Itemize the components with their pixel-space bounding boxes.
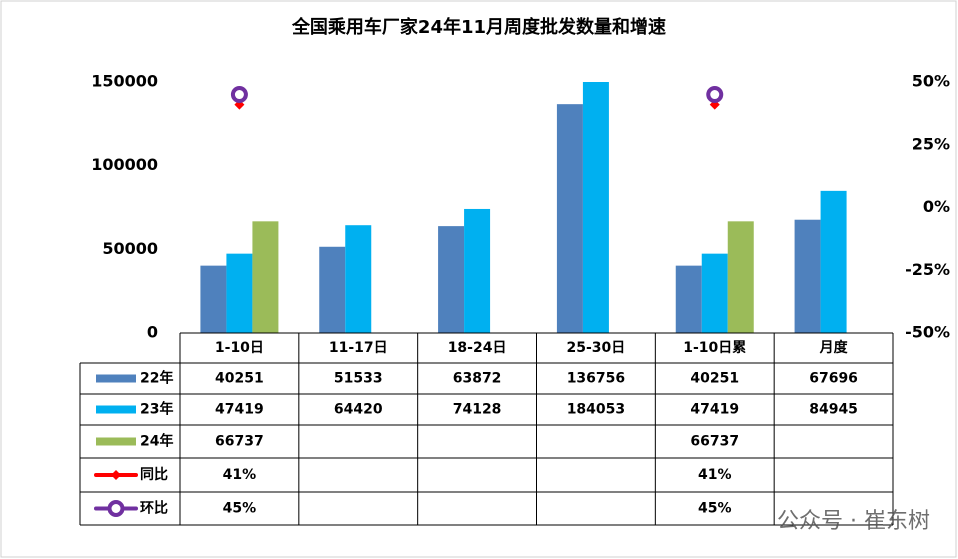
y2-tick-label: 0% [923, 197, 950, 216]
table-cell: 45% [223, 501, 257, 517]
table-cell: 41% [698, 467, 732, 483]
y2-tick-label: 25% [912, 134, 950, 153]
bar [582, 82, 609, 333]
table-cell: 66737 [215, 434, 264, 450]
table-cell: 84945 [809, 402, 858, 418]
ring-marker [230, 86, 248, 104]
ring-marker [107, 500, 125, 517]
table-cell: 67696 [809, 371, 858, 387]
table-cell: 47419 [690, 402, 739, 418]
table-cell: 64420 [334, 402, 383, 418]
bar [200, 265, 227, 333]
bars [200, 82, 847, 333]
y-tick-label: 0 [147, 323, 158, 342]
legend-label: 22年 [140, 370, 173, 387]
watermark: 公众号 · 崔东树 [777, 509, 930, 534]
table-cell: 40251 [690, 371, 739, 387]
bar [345, 225, 372, 333]
table-cell: 63872 [453, 371, 502, 387]
bar [556, 104, 583, 333]
chart-title: 全国乘用车厂家24年11月周度批发数量和增速 [291, 16, 666, 38]
bar [727, 221, 754, 333]
y2-tick-label: -25% [905, 260, 950, 279]
table-cell: 74128 [453, 402, 502, 418]
legend-swatch [96, 374, 136, 383]
table-cell: 41% [223, 467, 257, 483]
table-cell: 51533 [334, 371, 383, 387]
y2-tick-label: -50% [905, 323, 950, 342]
x-tick-label: 18-24日 [448, 340, 507, 356]
legend-label: 环比 [140, 500, 168, 517]
bar [675, 265, 702, 333]
legend-label: 23年 [140, 401, 173, 418]
diamond-marker [111, 470, 121, 480]
table-cell: 40251 [215, 371, 264, 387]
table-cell: 184053 [567, 402, 625, 418]
table-cell: 47419 [215, 402, 264, 418]
bar [701, 253, 728, 333]
y-tick-label: 100000 [91, 155, 158, 174]
x-tick-label: 1-10日累 [683, 340, 746, 356]
x-tick-label: 月度 [819, 339, 849, 356]
x-tick-label: 25-30日 [567, 340, 626, 356]
bar [319, 246, 346, 333]
x-tick-label: 11-17日 [329, 340, 388, 356]
bar [226, 253, 253, 333]
bar [794, 219, 821, 333]
bar [464, 208, 491, 333]
legend-swatch [96, 437, 136, 446]
ring-marker [706, 86, 724, 104]
bar [820, 190, 847, 333]
legend-swatch [96, 405, 136, 414]
y-tick-label: 150000 [91, 72, 158, 91]
bar [438, 226, 465, 333]
table-cell: 45% [698, 501, 732, 517]
legend-label: 同比 [140, 466, 168, 483]
y2-tick-label: 50% [912, 72, 950, 91]
x-tick-label: 1-10日 [215, 340, 264, 356]
table-cell: 136756 [567, 371, 625, 387]
y-tick-label: 50000 [102, 239, 158, 258]
table-cell: 66737 [690, 434, 739, 450]
bar [252, 221, 279, 333]
legend-label: 24年 [140, 433, 173, 450]
